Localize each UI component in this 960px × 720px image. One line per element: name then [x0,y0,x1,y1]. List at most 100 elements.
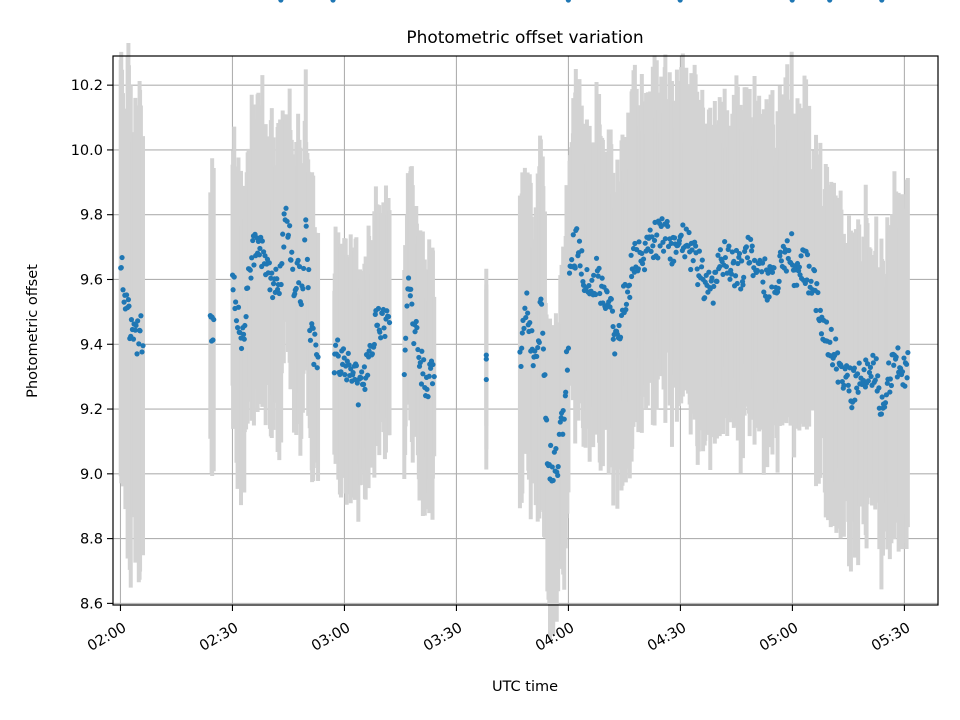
data-point [901,355,907,361]
data-point [628,273,635,280]
data-point [887,389,893,395]
data-point [136,341,142,347]
data-point [314,365,320,371]
data-point [270,294,276,301]
data-point [741,274,747,280]
data-point [702,295,708,301]
data-point [407,293,413,299]
data-point [888,382,895,389]
data-point [354,380,360,386]
data-point [879,0,885,3]
data-point [555,464,561,470]
data-point [569,257,575,263]
data-point [671,258,677,264]
data-point [604,289,610,295]
data-point [823,319,830,325]
data-point [381,325,387,331]
data-point [419,348,425,354]
data-point [281,211,287,217]
data-point [893,354,899,360]
y-tick-label: 10.2 [71,78,103,94]
data-point [576,238,583,244]
data-point [353,363,359,369]
data-point [284,218,290,224]
data-point [694,266,700,272]
data-point [743,244,750,250]
data-point [348,366,354,372]
data-point [287,223,293,229]
data-point [361,364,367,370]
data-point [404,303,410,309]
data-point [608,296,614,302]
data-point [305,285,311,291]
data-point [538,301,545,307]
data-point [804,252,811,258]
data-point [748,236,754,243]
data-point [270,281,277,287]
data-point [427,365,434,371]
data-point [786,247,792,254]
data-point [671,235,678,241]
data-point [315,354,321,360]
data-point [849,405,855,411]
data-point [289,249,295,255]
data-point [248,275,254,281]
data-point [425,394,431,400]
data-point [307,337,314,343]
data-point [698,264,705,270]
data-point [734,280,740,287]
data-point [660,248,667,254]
data-point [360,381,367,387]
data-point [845,382,851,388]
data-point [335,337,341,343]
data-point [696,248,702,254]
data-point [233,318,240,324]
data-point [561,416,567,422]
data-point [711,283,717,290]
data-point [335,353,341,359]
data-point [689,247,695,253]
data-point [276,290,282,297]
data-point [789,231,795,237]
data-point [338,369,344,375]
data-point [749,243,755,249]
data-point [530,363,536,369]
data-point [296,280,302,286]
data-point [281,244,287,250]
data-point [649,234,655,240]
data-point [835,379,841,385]
data-point [706,269,712,275]
data-point [750,272,756,279]
data-point [234,325,241,331]
data-point [722,254,728,261]
data-point [682,254,688,260]
data-point [243,314,249,320]
data-point [249,255,255,261]
data-point [331,370,337,376]
data-point [833,366,839,372]
data-point [429,381,436,387]
data-point [640,256,647,262]
data-point [385,314,392,320]
data-point [548,442,554,449]
data-point [332,342,339,348]
data-point [683,226,689,232]
data-point [891,362,897,368]
data-point [579,248,585,254]
data-point [834,350,841,356]
data-point [312,331,318,337]
data-point [274,276,280,282]
data-point [295,257,301,263]
data-point [405,275,412,281]
data-point [375,305,382,312]
data-point [570,232,576,238]
data-point [798,253,804,259]
data-point [868,373,874,380]
data-point [735,260,741,267]
data-point [865,378,871,384]
y-tick-label: 9.6 [80,272,103,288]
data-point [134,351,140,357]
data-point [431,373,437,380]
data-point [610,336,616,342]
